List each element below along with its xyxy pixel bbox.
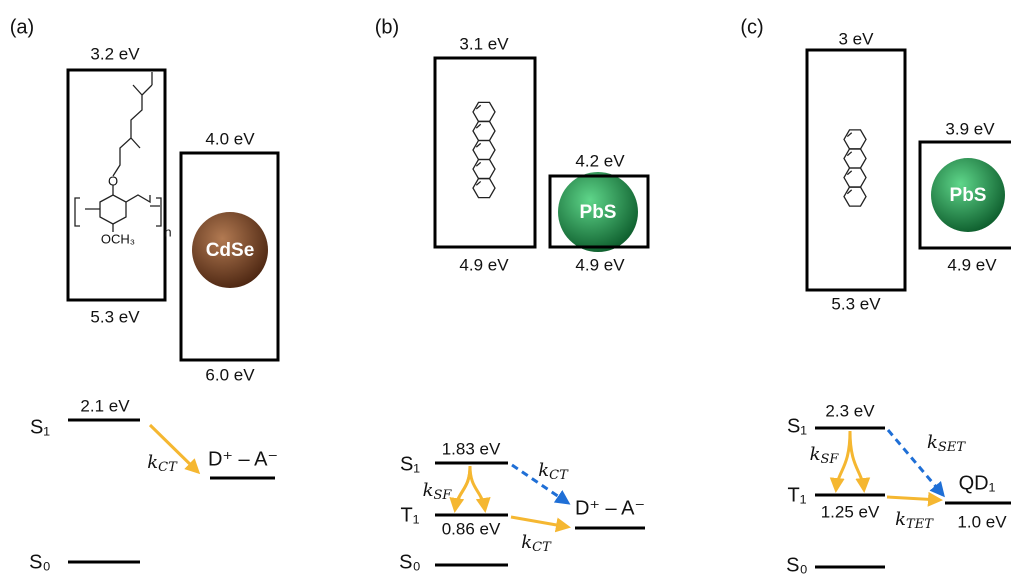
energy-label: 3 eV [839,29,875,48]
polymer-structure [75,72,161,232]
energy-label: 1.0 eV [957,512,1007,531]
structure-label: O [108,173,118,188]
energy-label: 4.2 eV [575,151,625,170]
energy-label: 6.0 eV [205,365,255,384]
acene-structure [473,102,495,197]
energy-label: 2.3 eV [825,401,875,420]
energy-label: 4.0 eV [205,129,255,148]
structure-label: OCH₃ [101,231,135,246]
state-label: S₀ [29,551,51,573]
acene-structure [844,130,866,206]
arrow [887,497,940,500]
energy-label: 0.86 eV [442,519,501,538]
rate-label: kCT [538,460,569,483]
energy-label: 3.2 eV [90,44,140,63]
rate-label: kSET [927,432,966,455]
state-label: T₁ [788,484,807,506]
energy-label: 1.83 eV [442,439,501,458]
state-label: S₀ [786,554,808,574]
rate-label: kTET [895,509,934,532]
rate-label: kSF [423,480,453,503]
nanoparticle-label: PbS [580,202,617,223]
energy-label: 4.9 eV [459,255,509,274]
state-label: T₁ [401,504,420,526]
state-label: S₁ [787,415,807,437]
panel-label: (c) [740,16,763,38]
energy-label: 4.9 eV [947,255,997,274]
donor-box [435,58,535,247]
energy-label: 1.25 eV [821,502,880,521]
rate-label: kCT [147,452,178,475]
panel-label: (b) [375,16,399,38]
arrow [850,431,864,490]
energy-label: 3.9 eV [945,119,995,138]
rate-label: kCT [521,532,552,555]
state-label: S₀ [399,551,421,573]
product-label: D⁺ – A⁻ [208,448,278,470]
state-label: S₁ [400,453,420,475]
energy-label: 5.3 eV [90,307,140,326]
nanoparticle-label: PbS [950,185,987,206]
panel-label: (a) [10,16,34,38]
energy-label: 3.1 eV [459,34,509,53]
product-label: QD₁ [959,472,996,494]
energy-label: 4.9 eV [575,255,625,274]
energy-label: 5.3 eV [831,294,881,313]
structure-label: n [164,224,171,239]
donor-box [807,50,905,290]
figure: (a) 3.2 eV O OCH₃ n 5.3 eV 4.0 eV CdSe 6… [0,0,1011,574]
product-label: D⁺ – A⁻ [575,497,645,519]
state-label: S₁ [30,416,50,438]
nanoparticle-label: CdSe [206,240,255,261]
arrow [455,466,470,510]
rate-label: kSF [810,444,840,467]
arrow [511,517,568,527]
energy-label: 2.1 eV [80,396,130,415]
